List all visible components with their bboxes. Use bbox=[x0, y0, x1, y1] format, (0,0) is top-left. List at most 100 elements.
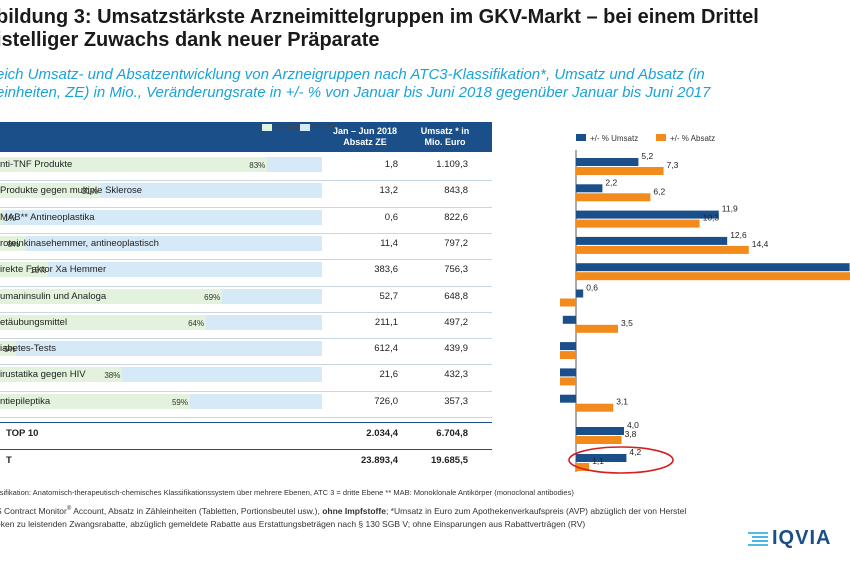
umsatz-value-label: 4,2 bbox=[629, 447, 641, 457]
row-absatz-value: 211,1 bbox=[374, 316, 398, 328]
share-bar-ohne-rv bbox=[0, 393, 190, 409]
legend-label-ohne-rv: Ohne RV bbox=[274, 122, 307, 131]
title-line-1: bildung 3: Umsatzstärkste Arzneimittelgr… bbox=[0, 6, 759, 28]
share-bar-ohne-rv bbox=[0, 209, 4, 225]
total-label: T bbox=[6, 455, 12, 466]
top10-absatz-value: 2.034,4 bbox=[366, 428, 398, 439]
col-header-umsatz: Umsatz * in Mio. Euro bbox=[420, 126, 470, 147]
row-umsatz-value: 648,8 bbox=[444, 290, 468, 302]
row-umsatz-value: 797,2 bbox=[444, 237, 468, 249]
row-label: etäubungsmittel bbox=[0, 316, 68, 328]
legend-swatch-mit-rv bbox=[300, 124, 310, 131]
row-share-label: 1% bbox=[4, 213, 16, 223]
row-label: nti-TNF Produkte bbox=[0, 159, 73, 170]
row-share-label: 15% bbox=[30, 266, 47, 276]
row-absatz-value: 612,4 bbox=[374, 343, 398, 355]
row-share-label: 83% bbox=[249, 161, 266, 170]
absatz-bar bbox=[576, 193, 651, 202]
umsatz-bar bbox=[576, 236, 728, 245]
row-separator bbox=[0, 285, 492, 287]
row-absatz-value: 383,6 bbox=[374, 264, 398, 276]
row-label: Produkte gegen multiple Sklerose bbox=[0, 185, 143, 197]
legend-label-umsatz: +/- % Umsatz bbox=[590, 134, 638, 143]
absatz-value-label: 7,3 bbox=[667, 160, 679, 170]
umsatz-bar bbox=[576, 210, 719, 219]
row-separator bbox=[0, 338, 492, 340]
row-share-label: 64% bbox=[188, 318, 205, 328]
row-umsatz-value: 357,3 bbox=[444, 395, 468, 407]
total-highlight-circle bbox=[568, 446, 674, 474]
row-share-label: 8% bbox=[7, 239, 20, 249]
share-bar-ohne-rv bbox=[0, 235, 26, 251]
legend-swatch-absatz bbox=[656, 134, 666, 141]
subtitle-line-2: einheiten, ZE) in Mio., Veränderungsrate… bbox=[0, 84, 711, 101]
row-absatz-value: 726,0 bbox=[374, 395, 398, 407]
legend-swatch-ohne-rv bbox=[262, 124, 272, 131]
absatz-bar bbox=[576, 272, 850, 281]
row-separator bbox=[0, 206, 492, 208]
row-absatz-value: 21,6 bbox=[379, 369, 399, 381]
legend-label-absatz: +/- % Absatz bbox=[670, 134, 715, 143]
absatz-value-label: 3,8 bbox=[625, 429, 637, 439]
share-bar-ohne-rv bbox=[0, 288, 223, 304]
row-separator bbox=[0, 390, 492, 392]
row-label: irekte Faktor Xa Hemmer bbox=[0, 264, 107, 276]
subtitle-line-1: eich Umsatz- und Absatzentwicklung von A… bbox=[0, 66, 705, 83]
umsatz-bar bbox=[576, 427, 624, 435]
absatz-value-label: 1,1 bbox=[592, 456, 604, 466]
row-umsatz-value: 843,8 bbox=[444, 185, 468, 197]
share-bar-mit-rv bbox=[0, 235, 322, 251]
row-absatz-value: 1,8 bbox=[384, 159, 398, 170]
umsatz-bar bbox=[560, 394, 576, 403]
umsatz-bar bbox=[576, 263, 850, 272]
row-umsatz-value: 439,9 bbox=[444, 343, 468, 355]
share-bar-ohne-rv bbox=[0, 183, 100, 199]
row-absatz-value: 13,2 bbox=[379, 185, 399, 197]
row-separator bbox=[0, 311, 492, 313]
row-label: umaninsulin und Analoga bbox=[0, 290, 107, 302]
row-share-label: 5% bbox=[4, 345, 16, 355]
title-line-2: istelliger Zuwachs dank neuer Präparate bbox=[0, 29, 380, 51]
absatz-value-label: 6,2 bbox=[653, 186, 665, 196]
row-separator bbox=[0, 417, 492, 418]
row-umsatz-value: 1.109,3 bbox=[436, 159, 468, 170]
row-separator bbox=[0, 232, 492, 234]
legend-swatch-umsatz bbox=[576, 134, 586, 141]
absatz-value-label: 10,3 bbox=[703, 213, 720, 223]
share-bar-mit-rv bbox=[0, 341, 322, 357]
umsatz-value-label: 4,0 bbox=[627, 420, 639, 430]
iqvia-logo-icon bbox=[748, 532, 768, 546]
share-bar-mit-rv bbox=[0, 209, 322, 225]
row-separator bbox=[0, 259, 492, 261]
row-umsatz-value: 756,3 bbox=[444, 264, 468, 276]
umsatz-bar bbox=[562, 315, 576, 324]
umsatz-bar bbox=[560, 342, 576, 351]
umsatz-bar bbox=[576, 158, 639, 166]
top10-separator bbox=[0, 422, 492, 423]
absatz-value-label: 3,1 bbox=[616, 397, 628, 407]
row-share-label: 59% bbox=[171, 397, 188, 407]
footnote-source: S Contract Monitor® Account, Absatz in Z… bbox=[0, 506, 687, 516]
absatz-bar bbox=[560, 298, 576, 307]
umsatz-bar bbox=[576, 289, 584, 298]
umsatz-value-label: 12,6 bbox=[730, 230, 747, 240]
share-bar-ohne-rv bbox=[0, 367, 123, 383]
row-absatz-value: 52,7 bbox=[379, 290, 399, 302]
table-header-band bbox=[0, 122, 492, 152]
footnote-rebates: eken zu leistenden Zwangsrabatte, abzügl… bbox=[0, 519, 586, 529]
umsatz-bar bbox=[560, 368, 576, 377]
row-umsatz-value: 822,6 bbox=[444, 211, 468, 223]
row-share-label: 69% bbox=[204, 292, 221, 302]
umsatz-bar bbox=[576, 454, 627, 462]
absatz-bar bbox=[576, 324, 618, 333]
change-rate-chart: +/- % Umsatz+/- % Absatz5,22,211,912,622… bbox=[560, 134, 850, 472]
row-absatz-value: 0,6 bbox=[384, 211, 398, 223]
total-separator bbox=[0, 449, 492, 450]
total-umsatz-value: 19.685,5 bbox=[431, 455, 468, 466]
umsatz-bar bbox=[576, 184, 603, 193]
absatz-bar bbox=[576, 403, 614, 412]
row-label: roteinkinasehemmer, antineoplastisch bbox=[0, 237, 159, 249]
footnote-classification: ssifikation: Anatomisch-therapeutisch-ch… bbox=[0, 488, 574, 497]
top10-label: TOP 10 bbox=[6, 428, 39, 439]
absatz-bar bbox=[576, 219, 700, 228]
